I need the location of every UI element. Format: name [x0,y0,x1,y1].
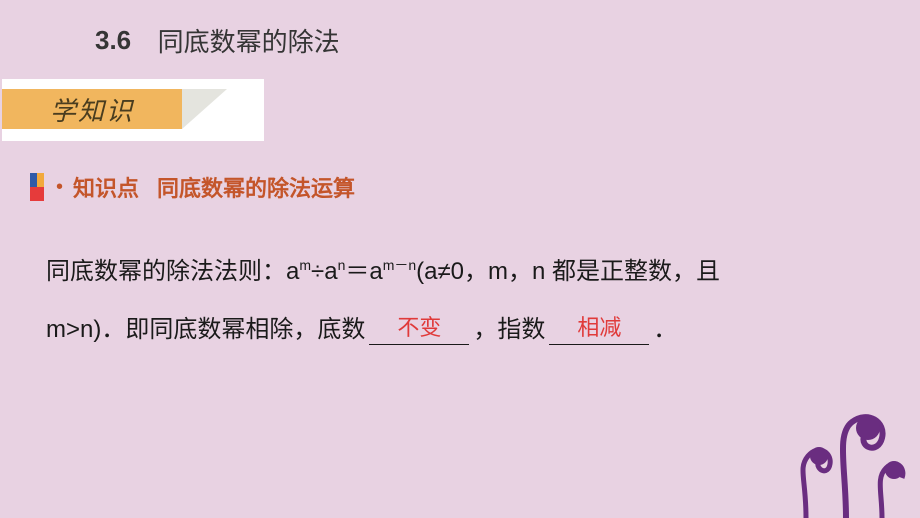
rule-div: ÷a [311,258,338,285]
section-title: 同底数幂的除法 [158,27,340,57]
rule-cond: (a≠0，m，n 都是正整数，且 [416,258,720,285]
rule-prefix: 同底数幂的除法法则：a [46,258,299,285]
kp-title: 同底数幂的除法运算 [157,171,355,203]
tag-learn-knowledge: 学知识 [2,79,264,141]
blank-1: 不变 [369,316,469,346]
tag-triangle [182,89,227,129]
blank-2-text: 相减 [577,315,621,340]
kp-bullet: • [56,176,63,199]
sup-m: m [299,257,311,273]
rule-mid: ，指数 [473,316,545,343]
tag-label: 学知识 [50,91,134,128]
rule-cond2: m>n)．即同底数幂相除，底数 [46,316,365,343]
rule-eq: ＝a [345,258,382,285]
tag-main: 学知识 [2,89,182,129]
blank-2: 相减 [549,316,649,346]
section-number: 3.6 [95,25,131,55]
kp-marker-icon [30,173,44,201]
sup-mn: m－n [383,257,416,273]
blank-1-text: 不变 [397,315,441,340]
decor-swirl-icon [786,408,906,518]
rule-suffix: ． [653,316,677,343]
knowledge-point-row: • 知识点 同底数幂的除法运算 [30,171,920,203]
content-body: 同底数幂的除法法则：am÷an＝am－n(a≠0，m，n 都是正整数，且 m>n… [46,243,874,358]
kp-label: 知识点 [73,171,139,203]
